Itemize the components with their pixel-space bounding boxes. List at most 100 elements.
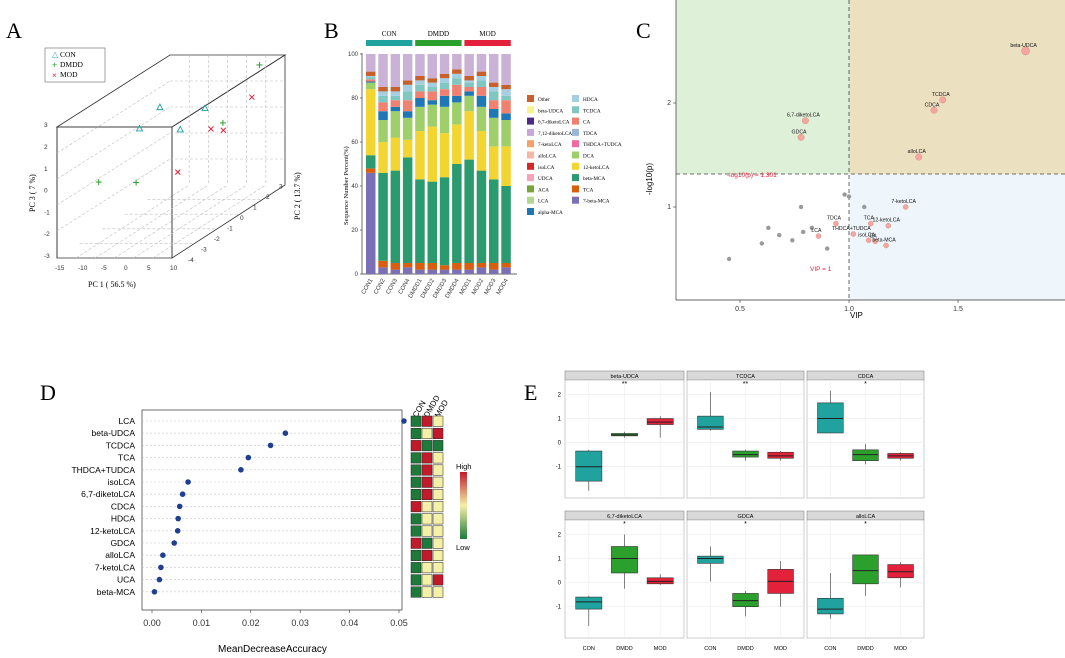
mda-dot (171, 540, 178, 546)
pca-z-tick: 1 (44, 166, 48, 173)
facet-title: CDCA (858, 374, 874, 380)
bar-y-tick: 40 (351, 184, 358, 190)
bar-segment (415, 269, 425, 274)
box-x-tick: CON (824, 646, 836, 652)
vip-y-tick: 1 (667, 204, 671, 211)
group-bar-mod (464, 40, 511, 46)
bar-segment (366, 81, 376, 83)
quadrant-bottom-right (849, 174, 1065, 300)
bar-segment (489, 54, 499, 83)
mda-dot (267, 442, 274, 449)
bar-segment (378, 267, 388, 274)
legend-swatch (572, 117, 579, 125)
legend-label: beta-MCA (583, 176, 605, 182)
bar-segment (489, 263, 499, 270)
box-dmdd (611, 546, 638, 574)
group-label: MOD (479, 30, 495, 38)
legend-label: TCA (583, 187, 594, 193)
pca-z-tick: -3 (44, 253, 50, 260)
heat-cell (432, 549, 444, 561)
bar-segment (390, 263, 401, 270)
bar-segment (452, 84, 462, 96)
vip-point-label: TCA (864, 216, 875, 222)
bar-segment (476, 95, 487, 107)
legend-mod-marker: × (52, 71, 57, 80)
bar-y-tick: 20 (351, 228, 358, 234)
bar-segment (439, 269, 450, 274)
bar-segment (415, 98, 425, 107)
mda-dot (245, 454, 252, 461)
bar-segment (390, 269, 401, 274)
heat-cell (432, 440, 444, 452)
mda-dot (179, 491, 186, 498)
box-y-tick: -1 (556, 605, 562, 611)
bar-y-tick: 80 (351, 96, 358, 102)
pca-point-con (135, 124, 144, 132)
bar-segment (427, 104, 437, 127)
bar-segment (378, 54, 388, 87)
bar-segment (378, 260, 388, 268)
box-dmdd (852, 449, 879, 461)
mda-dot (156, 576, 163, 583)
vip-minor-point (801, 229, 806, 235)
vip-point (915, 153, 923, 161)
bar-segment (439, 177, 450, 266)
pca-x-tick: -15 (55, 265, 65, 272)
mda-dot (174, 528, 181, 534)
bar-segment (452, 263, 462, 270)
mda-row-label: TCDCA (106, 440, 136, 450)
bar-segment (427, 263, 437, 270)
bar-segment (415, 91, 425, 98)
pca-legend: △ CON + DMDD × MOD (44, 47, 106, 83)
bar-segment (452, 69, 462, 74)
mda-row-label: GDCA (110, 538, 135, 548)
bar-segment (464, 95, 474, 112)
vip-minor-point (846, 194, 852, 199)
bar-segment (366, 77, 376, 80)
mda-dot (401, 418, 407, 424)
mda-row-label: 6,7-diketoLCA (81, 489, 135, 499)
bar-segment (464, 80, 474, 83)
heat-cell (410, 562, 422, 574)
mda-x-tick: 0.00 (143, 618, 161, 628)
legend-con-marker: △ (52, 50, 59, 59)
heat-cell (410, 488, 422, 500)
panel-label-d: D (40, 380, 56, 405)
bar-segment (489, 117, 499, 147)
legend-label: HDCA (583, 97, 598, 103)
facet-title: 6,7-diketoLCA (607, 514, 642, 520)
facet-title: beta-UDCA (610, 374, 638, 380)
heat-cell (421, 513, 433, 525)
bar-segment (439, 82, 450, 90)
bar-segment (390, 54, 401, 87)
threshold-p-label: -log10(p) = 1.301 (727, 172, 777, 179)
vip-point (850, 231, 857, 237)
legend-label: 12-ketoLCA (583, 165, 609, 171)
box-y-tick: 0 (558, 441, 562, 447)
pca-point-mod (174, 169, 181, 175)
vip-point-label: GDCA (792, 129, 808, 135)
legend-swatch (527, 106, 534, 114)
vip-point-label: beta-MCA (872, 237, 896, 243)
bar-segment (415, 84, 425, 92)
vip-point (801, 117, 809, 125)
vip-point (902, 204, 909, 210)
box-x-tick: MOD (894, 646, 907, 652)
legend-swatch (527, 140, 534, 148)
mda-x-tick: 0.01 (193, 618, 211, 628)
bar-segment (415, 263, 425, 270)
bar-segment (489, 91, 499, 101)
vip-point-label: LCA (811, 228, 822, 234)
mda-x-tick: 0.04 (341, 618, 359, 628)
heat-cell (421, 440, 433, 452)
bar-segment (366, 79, 376, 82)
bar-segment (427, 91, 437, 101)
heat-cell (432, 452, 444, 464)
mda-dot (158, 564, 164, 571)
pca-x-axis-label: PC 1 ( 56.5 %) (88, 280, 136, 289)
legend-swatch (527, 128, 534, 136)
bar-segment (501, 186, 511, 263)
bar-segment (378, 91, 388, 96)
heat-cell (410, 452, 422, 464)
heat-cell (432, 513, 444, 525)
